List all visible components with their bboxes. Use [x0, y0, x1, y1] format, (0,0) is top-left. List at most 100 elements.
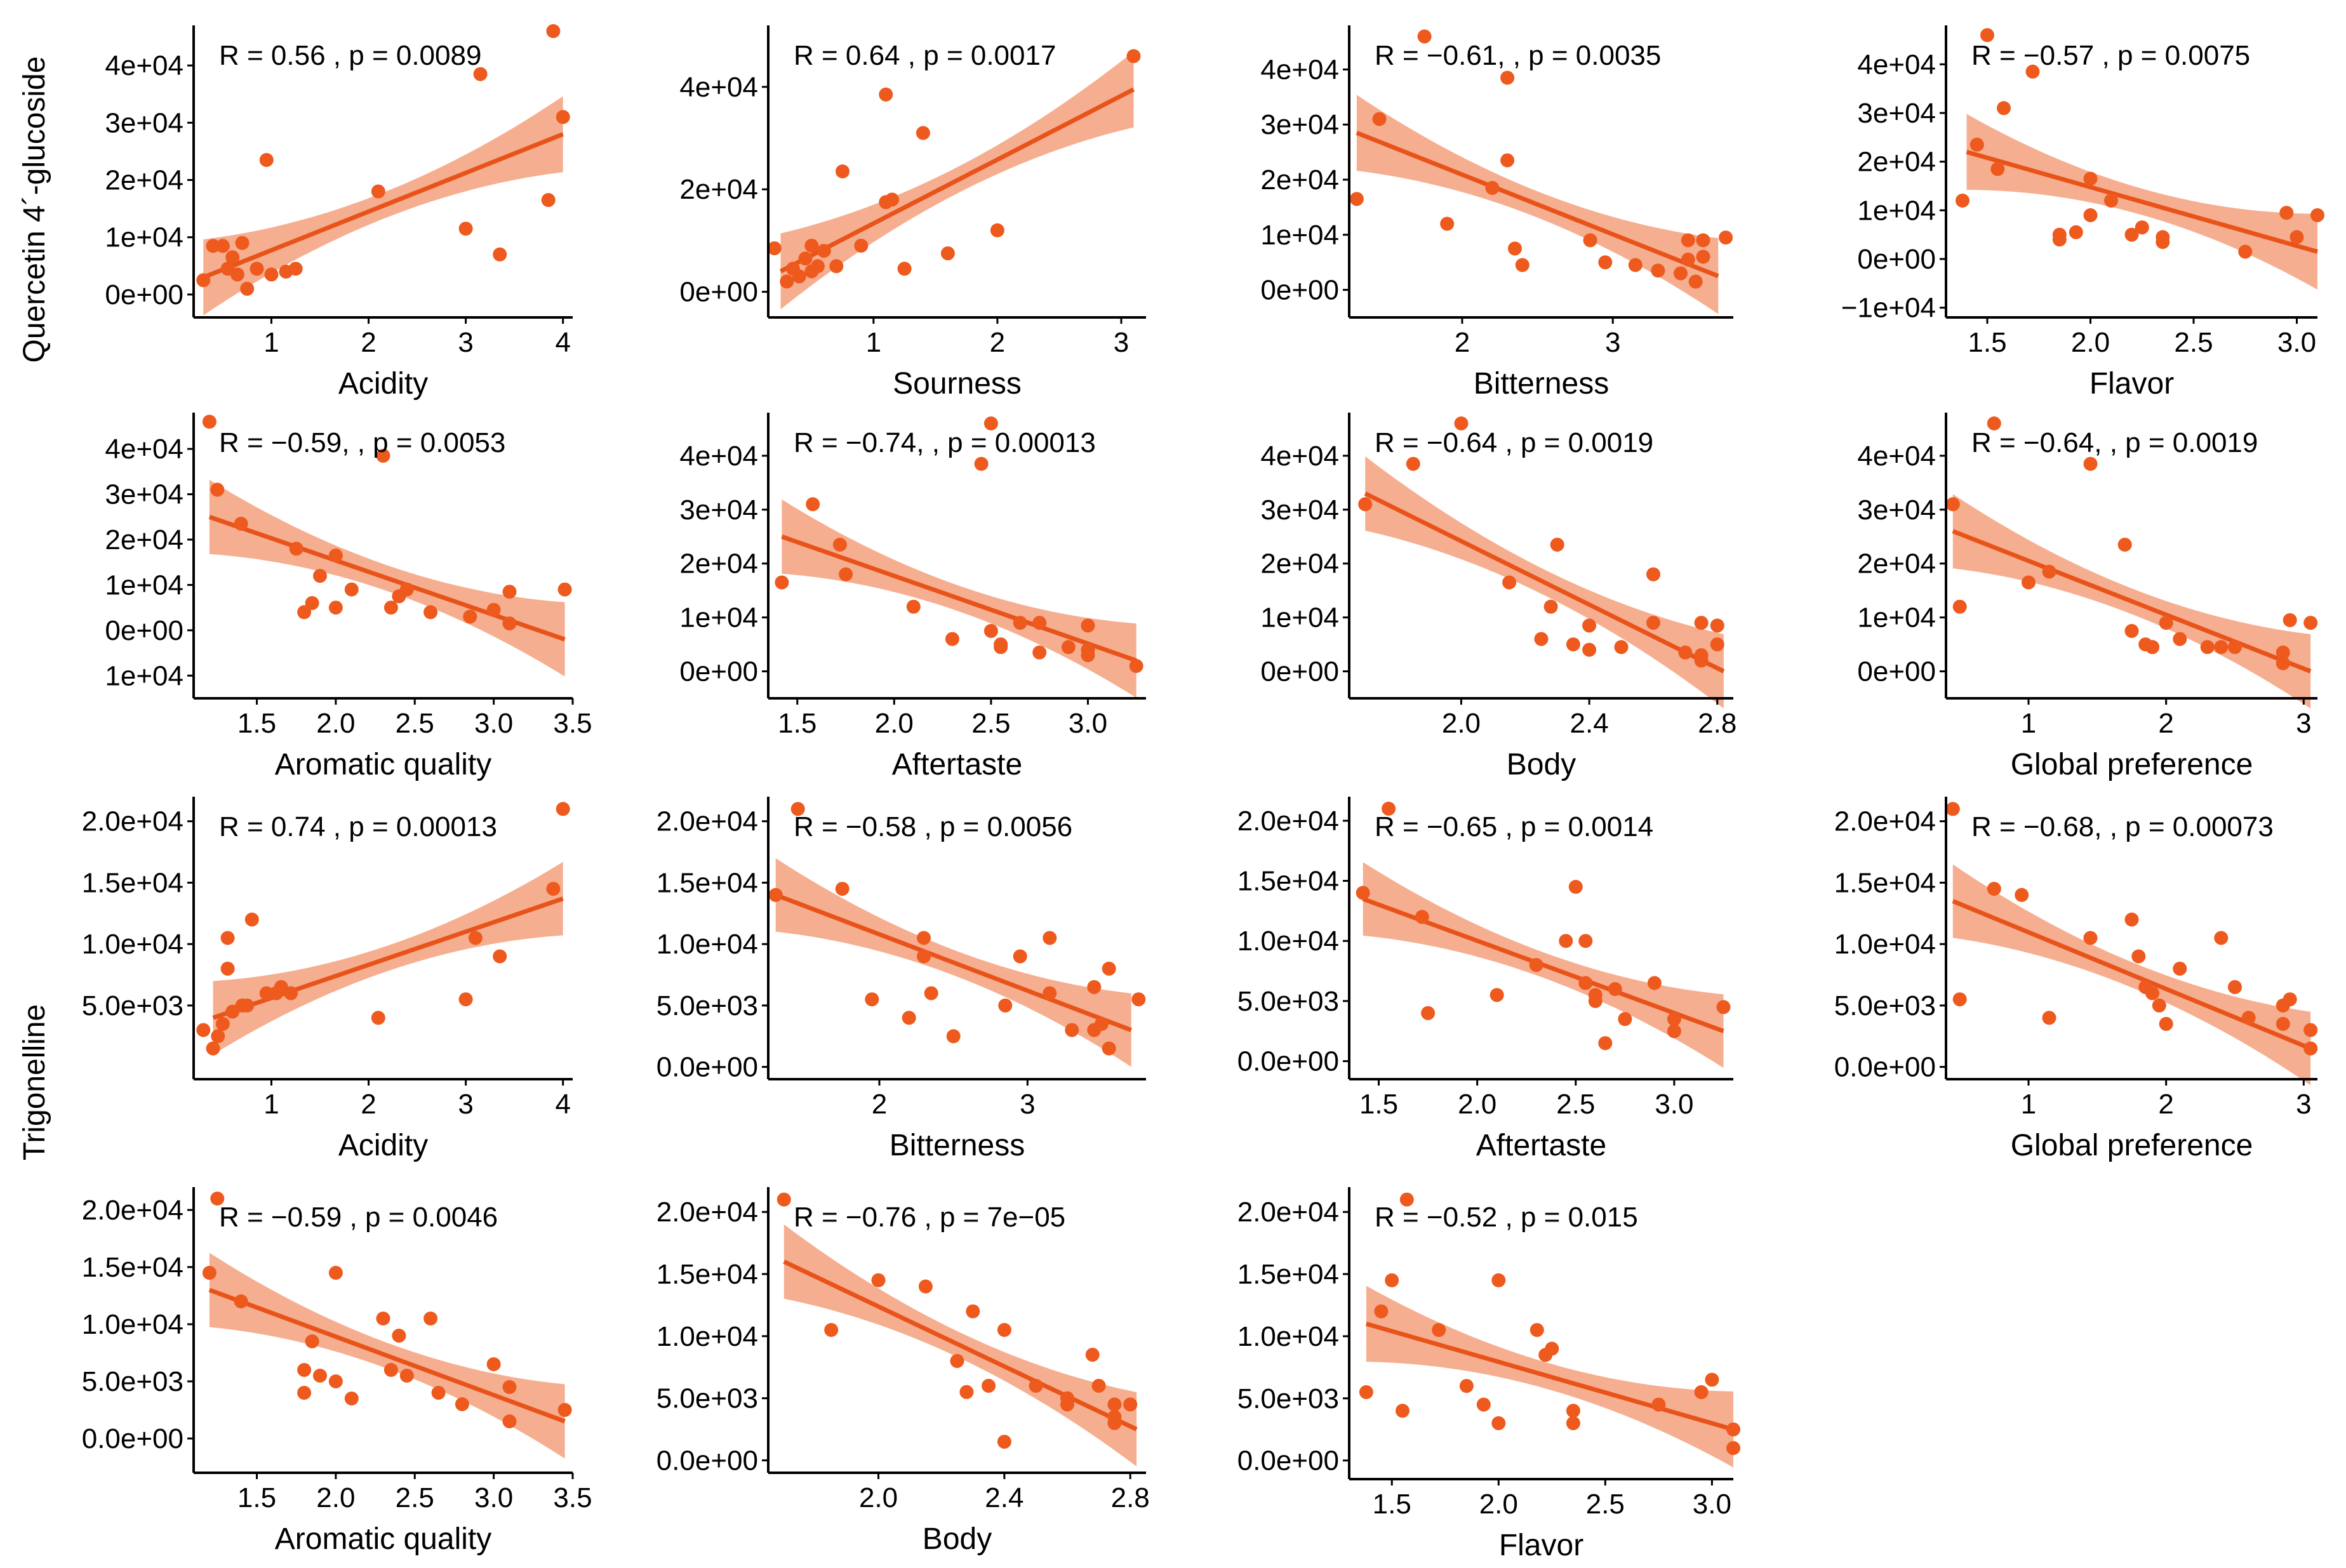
data-point — [816, 244, 831, 258]
data-point — [1081, 642, 1095, 657]
y-tick-label: 5.0e+03 — [656, 1383, 758, 1414]
y-tick-label: 0e+00 — [105, 279, 183, 310]
x-tick-label: 2 — [872, 1089, 887, 1120]
data-point — [2310, 208, 2324, 222]
data-point — [557, 1403, 572, 1417]
data-point — [1705, 1372, 1719, 1387]
y-tick-label: 1.5e+04 — [82, 867, 183, 898]
data-point — [215, 239, 230, 253]
scatter-panel-4: −1e+04 0e+00 1e+04 2e+04 3e+04 4e+04 1.5 2.0 2.5… — [1841, 25, 2324, 401]
data-point — [392, 1329, 406, 1343]
data-point — [1102, 961, 1116, 976]
stat-separator: , — [924, 427, 947, 458]
y-tick-label: 1.0e+04 — [1237, 926, 1339, 957]
data-point — [946, 1029, 961, 1044]
correlation-annotation: R = −0.59 , p = 0.0046 — [219, 1202, 498, 1233]
data-point — [1421, 1006, 1436, 1020]
data-point — [376, 1312, 390, 1325]
x-axis-title: Flavor — [1499, 1529, 1583, 1562]
regression-line — [1364, 491, 1725, 674]
stat-separator: , — [1505, 40, 1528, 71]
data-point — [1491, 1416, 1506, 1430]
data-point — [1568, 880, 1583, 894]
data-point — [1990, 162, 2005, 176]
data-point — [966, 1304, 980, 1319]
y-tick-label: 3e+04 — [1260, 495, 1339, 526]
data-point — [1710, 637, 1724, 652]
data-point — [917, 949, 931, 964]
data-point — [313, 569, 327, 583]
data-point — [423, 1312, 438, 1325]
data-point — [1382, 801, 1396, 816]
data-point — [1952, 599, 1967, 614]
data-point — [1945, 497, 1960, 512]
data-point — [1399, 1192, 1414, 1207]
data-point — [1987, 882, 2001, 896]
data-point — [829, 259, 844, 274]
y-tick-label: 0e+00 — [1857, 244, 1936, 275]
data-point — [2124, 623, 2139, 638]
data-point — [916, 126, 930, 140]
y-tick-label: 5.0e+03 — [1237, 986, 1339, 1017]
data-point — [250, 262, 264, 276]
y-tick-label: 1.5e+04 — [82, 1252, 183, 1283]
p-value: p = 0.0035 — [1528, 40, 1661, 71]
x-tick-label: 2.0 — [1479, 1489, 1518, 1520]
data-point — [244, 912, 259, 927]
p-value: p = 0.0075 — [2117, 40, 2250, 71]
x-axis-title: Global preference — [2011, 1129, 2253, 1162]
data-point — [1578, 976, 1593, 990]
scatter-panel-6: 0e+00 1e+04 2e+04 3e+04 4e+04 1.5 2.0 2.5 3.0 Aft… — [679, 413, 1146, 781]
data-point — [2214, 640, 2229, 654]
data-point — [206, 1041, 220, 1056]
x-tick-label: 2 — [2158, 1089, 2173, 1120]
x-tick-label: 1.5 — [237, 1482, 276, 1513]
x-tick-label: 3 — [2296, 1089, 2311, 1120]
x-tick-label: 2 — [2158, 708, 2173, 739]
data-point — [2303, 1041, 2318, 1056]
data-point — [1476, 1397, 1491, 1412]
y-tick-label: 1.5e+04 — [1237, 1259, 1339, 1290]
y-tick-label: 4e+04 — [1260, 441, 1339, 472]
data-point — [1530, 1323, 1544, 1338]
data-point — [1065, 1023, 1079, 1037]
y-tick-label: 2e+04 — [105, 165, 183, 196]
data-point — [983, 416, 998, 430]
correlation-annotation: R = −0.59, , p = 0.0053 — [219, 427, 505, 458]
x-tick-label: 2.0 — [2071, 327, 2110, 358]
data-point — [1726, 1441, 1740, 1456]
data-point — [376, 448, 390, 463]
data-point — [502, 1414, 517, 1428]
y-tick-label: 1.5e+04 — [1237, 866, 1339, 897]
r-value: R = −0.61, — [1375, 40, 1505, 71]
r-value: R = −0.59, — [219, 427, 349, 458]
y-tick-label: 4e+04 — [105, 434, 183, 465]
data-point — [1987, 416, 2001, 430]
data-point — [1651, 1397, 1666, 1412]
scatter-panel-15: 0.0e+00 5.0e+03 1.0e+04 1.5e+04 2.0e+04 1.5 2.… — [1237, 1187, 1740, 1562]
data-point — [1566, 1416, 1580, 1430]
y-tick-label: 0.0e+00 — [82, 1423, 183, 1454]
y-tick-label: 2.0e+04 — [1237, 1197, 1339, 1228]
y-tick-label: 1e+04 — [105, 222, 183, 253]
correlation-annotation: R = 0.74 , p = 0.00013 — [219, 811, 497, 842]
r-value: R = −0.65 — [1375, 811, 1497, 842]
stat-separator: , — [2094, 40, 2117, 71]
data-point — [982, 1379, 996, 1393]
data-point — [780, 274, 794, 289]
regression-line — [783, 1259, 1138, 1432]
scatter-panel-12: 0.0e+00 5.0e+03 1.0e+04 1.5e+04 2.0e+04 1 2 3 Gl… — [1834, 797, 2318, 1162]
data-point — [1358, 497, 1373, 512]
y-tick-label: −1e+04 — [1841, 293, 1936, 324]
x-axis-title: Bitterness — [1474, 367, 1609, 401]
x-tick-label: 3.0 — [474, 1482, 513, 1513]
y-tick-label: 1.0e+04 — [656, 1321, 758, 1352]
data-point — [556, 110, 570, 124]
y-tick-label: 3e+04 — [1857, 98, 1936, 129]
data-point — [2124, 227, 2139, 242]
data-point — [2276, 1016, 2290, 1031]
data-point — [1545, 1341, 1559, 1356]
data-point — [924, 986, 938, 1000]
scatter-panel-9: 5.0e+03 1.0e+04 1.5e+04 2.0e+04 1 2 3 4 Acidity R… — [82, 797, 573, 1162]
data-point — [1107, 1416, 1122, 1430]
